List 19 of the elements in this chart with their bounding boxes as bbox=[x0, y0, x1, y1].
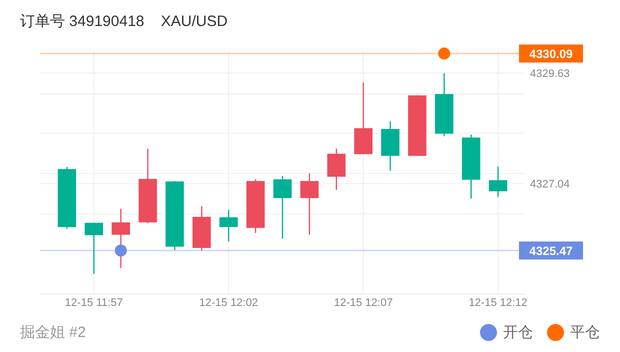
xtick: 12-15 12:07 bbox=[334, 297, 393, 309]
legend-label: 平仓 bbox=[570, 324, 600, 341]
candlestick bbox=[84, 222, 104, 275]
ref-label: 4325.47 bbox=[529, 244, 573, 258]
ytick: 4329.63 bbox=[530, 68, 570, 80]
xtick: 12-15 12:02 bbox=[199, 297, 258, 309]
candlestick bbox=[273, 175, 292, 240]
candlestick bbox=[112, 208, 130, 269]
ytick: 4327.04 bbox=[530, 178, 570, 191]
candlestick bbox=[219, 209, 238, 242]
candlestick bbox=[327, 148, 346, 191]
xtick: 12-15 12:12 bbox=[468, 297, 528, 309]
ref-label: 4330.09 bbox=[529, 47, 573, 62]
title: 订单号 349190418 XAU/USD bbox=[20, 13, 228, 30]
xtick: 12-15 11:57 bbox=[64, 297, 123, 309]
candlestick bbox=[300, 172, 319, 236]
legend-label: 开仓 bbox=[503, 324, 533, 341]
candlestick bbox=[488, 166, 508, 198]
annotation: 掘金姐 #2 bbox=[20, 324, 86, 341]
